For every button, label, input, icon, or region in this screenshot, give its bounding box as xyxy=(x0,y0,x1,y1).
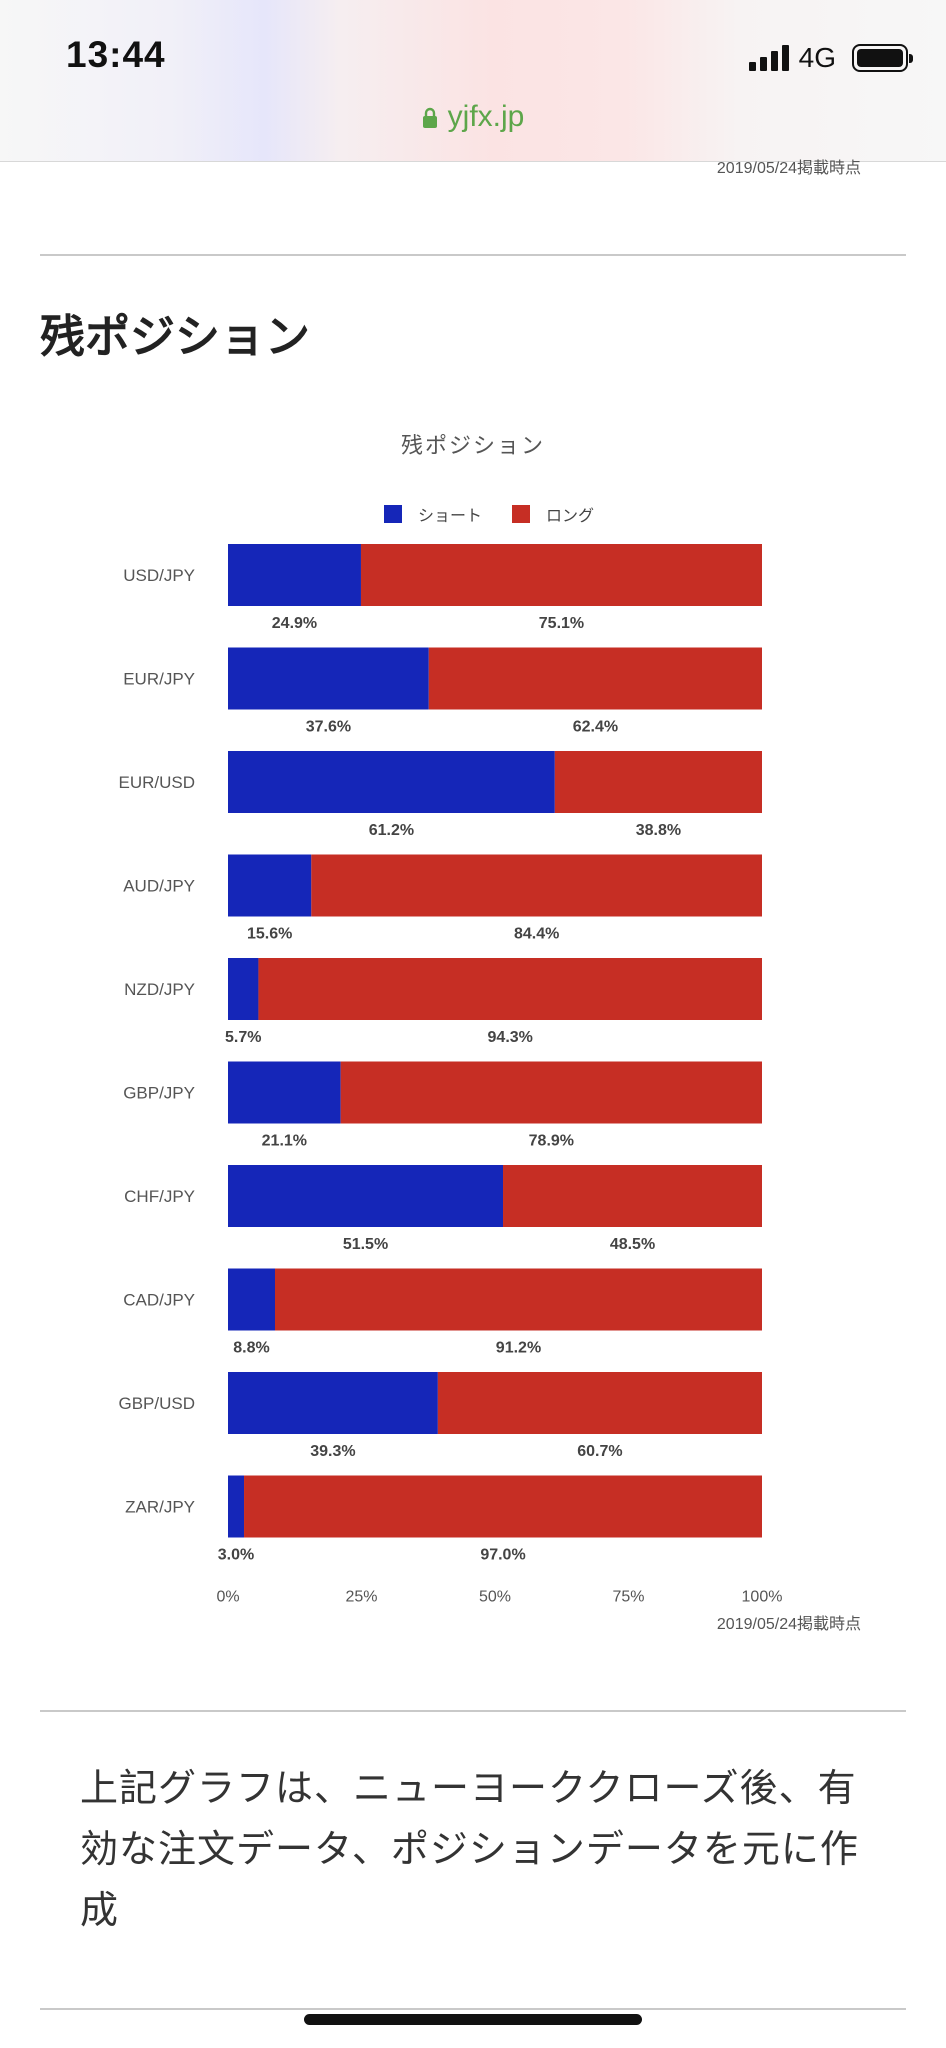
bar-long-gbp-jpy xyxy=(340,1061,762,1124)
category-label-cad-jpy: CAD/JPY xyxy=(123,1291,195,1310)
category-label-eur-jpy: EUR/JPY xyxy=(123,670,195,689)
divider-bottom xyxy=(40,2008,906,2010)
x-tick-label-0: 0% xyxy=(216,1589,239,1606)
bar-short-usd-jpy xyxy=(228,544,361,606)
bar-short-aud-jpy xyxy=(228,854,312,917)
data-label-long-chf-jpy: 48.5% xyxy=(610,1236,655,1253)
data-label-long-gbp-jpy: 78.9% xyxy=(529,1133,574,1150)
bar-long-aud-jpy xyxy=(311,854,762,917)
chart-legend: ショート ロング xyxy=(384,502,624,526)
bar-long-usd-jpy xyxy=(360,544,762,606)
category-label-aud-jpy: AUD/JPY xyxy=(123,877,195,896)
data-label-long-aud-jpy: 84.4% xyxy=(514,926,559,943)
category-label-zar-jpy: ZAR/JPY xyxy=(125,1498,195,1517)
category-label-gbp-usd: GBP/USD xyxy=(118,1394,195,1413)
data-label-short-cad-jpy: 8.8% xyxy=(233,1340,269,1357)
category-label-usd-jpy: USD/JPY xyxy=(123,566,195,585)
legend-label-long: ロング xyxy=(546,506,595,525)
data-label-short-chf-jpy: 51.5% xyxy=(343,1236,388,1253)
data-label-short-aud-jpy: 15.6% xyxy=(247,926,292,943)
bar-short-chf-jpy xyxy=(228,1165,504,1227)
browser-top-bar: 13:44 4G yjfx.jp xyxy=(0,0,946,162)
bar-short-gbp-jpy xyxy=(228,1061,341,1124)
cellular-signal-icon xyxy=(748,45,789,71)
status-indicators: 4G xyxy=(748,42,913,74)
x-tick-label-1: 25% xyxy=(345,1589,377,1606)
network-type: 4G xyxy=(798,42,836,73)
battery-icon xyxy=(852,44,913,72)
data-label-long-zar-jpy: 97.0% xyxy=(480,1547,525,1564)
x-tick-label-4: 100% xyxy=(742,1589,783,1606)
data-label-short-usd-jpy: 24.9% xyxy=(272,615,317,632)
chart-title: 残ポジション xyxy=(400,434,545,459)
bar-short-eur-jpy xyxy=(228,647,429,710)
legend-swatch-long xyxy=(512,505,531,523)
data-label-short-gbp-usd: 39.3% xyxy=(310,1443,355,1460)
x-tick-label-2: 50% xyxy=(479,1589,511,1606)
bar-short-cad-jpy xyxy=(228,1268,275,1331)
bar-short-zar-jpy xyxy=(228,1475,245,1538)
legend-item-long: ロング xyxy=(512,502,594,526)
data-label-short-zar-jpy: 3.0% xyxy=(218,1547,254,1564)
data-label-long-eur-jpy: 62.4% xyxy=(573,719,618,736)
data-label-long-gbp-usd: 60.7% xyxy=(577,1443,622,1460)
legend-swatch-short xyxy=(384,505,402,523)
bar-long-eur-jpy xyxy=(428,647,762,710)
data-label-long-eur-usd: 38.8% xyxy=(636,822,681,839)
legend-item-short: ショート xyxy=(384,502,482,526)
bar-long-nzd-jpy xyxy=(258,958,762,1020)
timestamp-top: 2019/05/24掲載時点 xyxy=(716,160,861,177)
lock-icon xyxy=(422,107,437,128)
url-text: yjfx.jp xyxy=(447,100,525,133)
divider-middle xyxy=(40,1710,906,1712)
address-bar[interactable]: yjfx.jp xyxy=(0,100,946,134)
position-bar-chart: USD/JPY 24.9% 75.1% EUR/JPY 37.6% 62.4% EUR/US… xyxy=(118,544,783,1606)
category-label-chf-jpy: CHF/JPY xyxy=(124,1187,195,1206)
data-label-short-nzd-jpy: 5.7% xyxy=(225,1029,261,1046)
home-indicator[interactable] xyxy=(304,2014,642,2025)
data-label-long-usd-jpy: 75.1% xyxy=(539,615,584,632)
category-label-nzd-jpy: NZD/JPY xyxy=(124,980,195,999)
status-time: 13:44 xyxy=(66,34,166,75)
legend-label-short: ショート xyxy=(418,506,483,525)
data-label-short-eur-jpy: 37.6% xyxy=(306,719,351,736)
bar-long-chf-jpy xyxy=(503,1165,762,1227)
bar-short-nzd-jpy xyxy=(228,958,259,1020)
bar-long-zar-jpy xyxy=(244,1475,762,1538)
bar-long-eur-usd xyxy=(554,751,762,813)
bar-long-gbp-usd xyxy=(437,1372,762,1434)
data-label-long-nzd-jpy: 94.3% xyxy=(488,1029,533,1046)
bar-short-gbp-usd xyxy=(228,1372,438,1434)
x-tick-label-3: 75% xyxy=(612,1589,644,1606)
data-label-short-eur-usd: 61.2% xyxy=(369,822,414,839)
category-label-gbp-jpy: GBP/JPY xyxy=(123,1084,195,1103)
divider-top xyxy=(40,254,906,256)
timestamp-chart: 2019/05/24掲載時点 xyxy=(716,1616,861,1633)
chart-note: 上記グラフは、ニューヨーククローズ後、有効な注文データ、ポジションデータを元に作… xyxy=(80,1766,859,1932)
category-label-eur-usd: EUR/USD xyxy=(118,773,195,792)
bar-long-cad-jpy xyxy=(274,1268,762,1331)
data-label-long-cad-jpy: 91.2% xyxy=(496,1340,541,1357)
data-label-short-gbp-jpy: 21.1% xyxy=(262,1133,307,1150)
bar-short-eur-usd xyxy=(228,751,555,813)
section-title: 残ポジション xyxy=(40,310,311,363)
